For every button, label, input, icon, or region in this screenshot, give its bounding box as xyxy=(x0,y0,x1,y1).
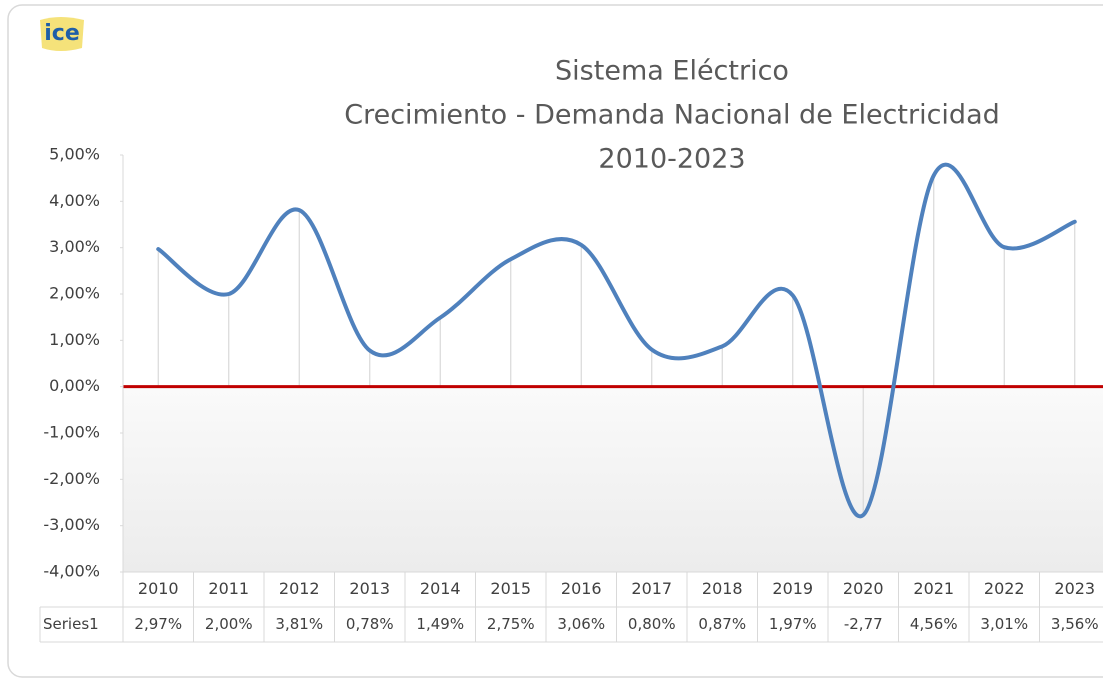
data-label: 3,56% xyxy=(1051,615,1099,633)
data-label: 2,00% xyxy=(205,615,253,633)
x-tick-label: 2022 xyxy=(984,579,1025,598)
x-tick-label: 2017 xyxy=(631,579,672,598)
data-label: 2,97% xyxy=(134,615,182,633)
y-tick-label: 4,00% xyxy=(49,191,100,210)
data-label: -2,77 xyxy=(844,615,883,633)
y-tick-label: 0,00% xyxy=(49,376,100,395)
y-tick-label: -3,00% xyxy=(43,515,100,534)
data-label: 0,80% xyxy=(628,615,676,633)
data-label: 4,56% xyxy=(910,615,958,633)
data-label: 3,81% xyxy=(275,615,323,633)
negative-region xyxy=(123,386,1103,572)
data-label: 3,06% xyxy=(557,615,605,633)
x-tick-label: 2011 xyxy=(208,579,249,598)
data-label: 0,87% xyxy=(698,615,746,633)
data-label: 1,97% xyxy=(769,615,817,633)
y-tick-label: 2,00% xyxy=(49,284,100,303)
data-label: 2,75% xyxy=(487,615,535,633)
legend-entry: Series1 xyxy=(43,615,99,633)
logo-badge xyxy=(40,17,84,51)
x-tick-label: 2019 xyxy=(772,579,813,598)
x-tick-label: 2013 xyxy=(349,579,390,598)
chart-title: Crecimiento - Demanda Nacional de Electr… xyxy=(344,100,1000,131)
x-tick-label: 2020 xyxy=(843,579,884,598)
x-tick-label: 2018 xyxy=(702,579,743,598)
y-tick-label: -2,00% xyxy=(43,469,100,488)
x-tick-label: 2021 xyxy=(913,579,954,598)
chart-title: 2010-2023 xyxy=(598,144,745,175)
x-tick-label: 2012 xyxy=(279,579,320,598)
x-tick-label: 2023 xyxy=(1054,579,1095,598)
y-tick-label: -4,00% xyxy=(43,562,100,581)
y-tick-label: 3,00% xyxy=(49,237,100,256)
chart-title: Sistema Eléctrico xyxy=(555,56,789,87)
data-label: 0,78% xyxy=(346,615,394,633)
data-label: 1,49% xyxy=(416,615,464,633)
x-tick-label: 2010 xyxy=(138,579,179,598)
y-tick-label: 5,00% xyxy=(49,145,100,164)
y-tick-label: 1,00% xyxy=(49,330,100,349)
x-tick-label: 2015 xyxy=(490,579,531,598)
y-tick-label: -1,00% xyxy=(43,423,100,442)
data-label: 3,01% xyxy=(980,615,1028,633)
x-tick-label: 2014 xyxy=(420,579,461,598)
x-tick-label: 2016 xyxy=(561,579,602,598)
logo: ice xyxy=(44,21,80,46)
series-line xyxy=(156,162,1077,519)
